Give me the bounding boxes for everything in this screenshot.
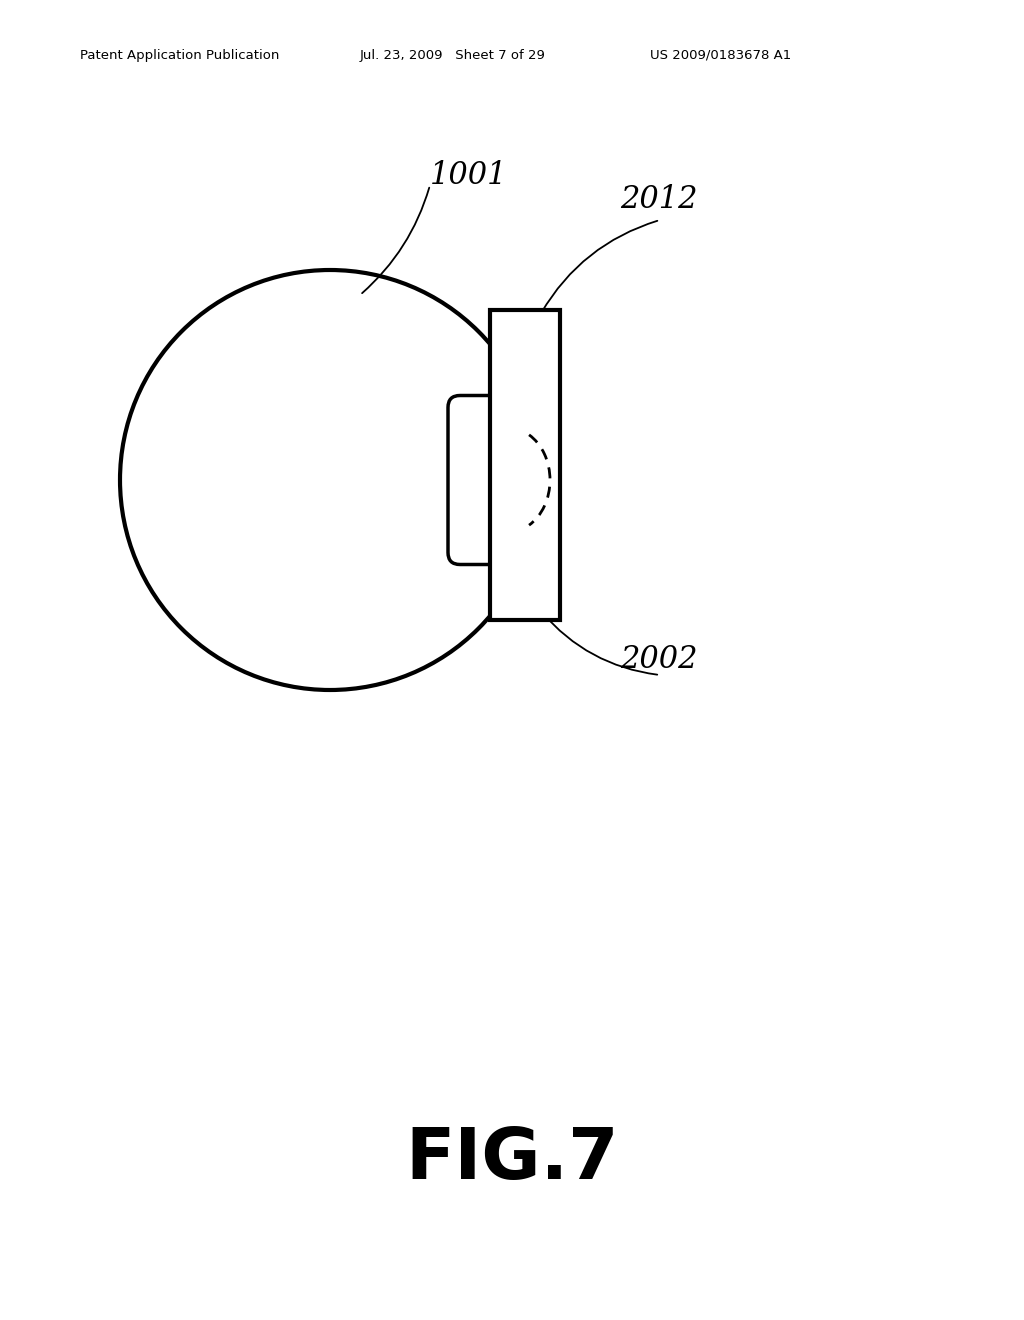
Text: 2012: 2012 [620,185,697,215]
FancyBboxPatch shape [449,396,532,565]
Text: Jul. 23, 2009   Sheet 7 of 29: Jul. 23, 2009 Sheet 7 of 29 [360,49,546,62]
Text: FIG.7: FIG.7 [406,1126,618,1195]
Text: 1001: 1001 [430,160,508,190]
Text: US 2009/0183678 A1: US 2009/0183678 A1 [650,49,792,62]
Text: Patent Application Publication: Patent Application Publication [80,49,280,62]
Text: 2002: 2002 [620,644,697,676]
Bar [490,310,560,620]
Circle shape [120,271,540,690]
